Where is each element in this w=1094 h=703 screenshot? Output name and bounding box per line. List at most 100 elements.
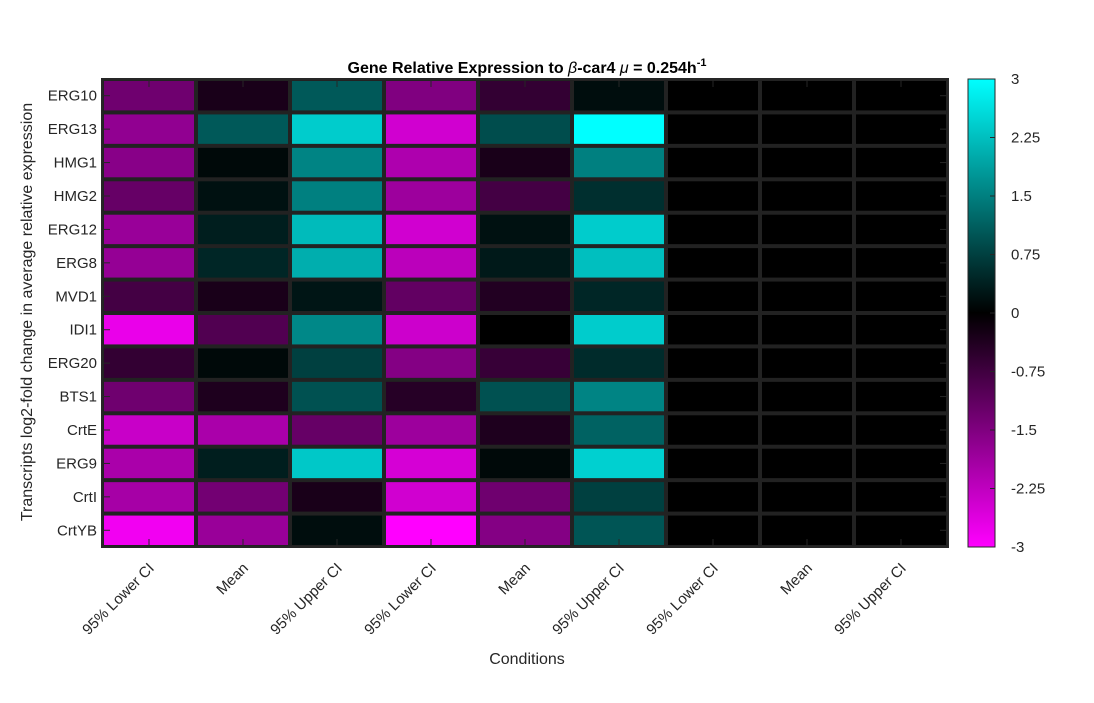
heatmap-cell xyxy=(292,248,382,278)
y-tick-label: ERG10 xyxy=(48,88,97,105)
heatmap-cell xyxy=(856,381,946,412)
heatmap-cell xyxy=(574,114,664,144)
colorbar-tick-label: 3 xyxy=(1011,71,1019,88)
heatmap-cell xyxy=(668,214,758,245)
colorbar-tick-label: -2.25 xyxy=(1011,481,1045,498)
colorbar-tick-label: -1.5 xyxy=(1011,422,1037,439)
heatmap-cell xyxy=(292,482,382,512)
y-tick-label: IDI1 xyxy=(69,322,97,339)
x-tick-label: Mean xyxy=(213,560,252,599)
heatmap-cell xyxy=(480,448,570,479)
heatmap-cell xyxy=(386,482,476,512)
heatmap-cell xyxy=(574,482,664,512)
heatmap-cell xyxy=(480,315,570,345)
heatmap-cell xyxy=(104,248,194,278)
heatmap-cell xyxy=(574,181,664,211)
heatmap-cell xyxy=(104,214,194,245)
heatmap-cell xyxy=(198,315,288,345)
x-tick-label: 95% Upper CI xyxy=(267,560,346,639)
heatmap-cell xyxy=(856,114,946,144)
heatmap-cell xyxy=(198,114,288,144)
y-tick-label: ERG13 xyxy=(48,121,97,138)
colorbar-tick-label: 0 xyxy=(1011,305,1019,322)
heatmap-cell xyxy=(386,114,476,144)
heatmap-cell xyxy=(104,381,194,412)
y-tick-label: HMG1 xyxy=(54,155,97,172)
y-tick-label: CrtE xyxy=(67,422,97,439)
heatmap-cell xyxy=(856,315,946,345)
heatmap-cell xyxy=(762,248,852,278)
y-tick-label: CrtI xyxy=(73,489,97,506)
plot-area xyxy=(101,78,949,548)
heatmap-cell xyxy=(856,348,946,378)
title-prefix: Gene Relative Expression to xyxy=(348,60,569,77)
heatmap-cell xyxy=(480,348,570,378)
heatmap-cell xyxy=(668,248,758,278)
heatmap-cell xyxy=(198,181,288,211)
heatmap-cell xyxy=(574,348,664,378)
heatmap-cell xyxy=(104,482,194,512)
colorbar-tick-label: -3 xyxy=(1011,539,1024,556)
heatmap-cell xyxy=(104,315,194,345)
heatmap-cell xyxy=(668,281,758,311)
y-tick-label: CrtYB xyxy=(57,522,97,539)
colorbar: 3 2.25 1.5 0.75 0 -0.75 -1.5 -2.25 -3 xyxy=(967,71,1045,556)
heatmap-cell xyxy=(480,214,570,245)
heatmap-cell xyxy=(762,482,852,512)
colorbar-ticks: 3 2.25 1.5 0.75 0 -0.75 -1.5 -2.25 -3 xyxy=(990,71,1045,556)
heatmap-cell xyxy=(762,415,852,445)
heatmap-cell xyxy=(386,214,476,245)
title-mid: -car4 xyxy=(577,60,620,77)
heatmap-cell xyxy=(668,348,758,378)
y-tick-label: ERG8 xyxy=(56,255,97,272)
heatmap-cell xyxy=(574,147,664,178)
heatmap-cell xyxy=(574,381,664,412)
colorbar-tick-label: 0.75 xyxy=(1011,247,1040,264)
title-exponent: -1 xyxy=(697,57,707,69)
y-tick-label: MVD1 xyxy=(55,288,97,305)
heatmap-cell xyxy=(386,381,476,412)
heatmap-cell xyxy=(668,114,758,144)
heatmap-cell xyxy=(574,448,664,479)
heatmap-cell xyxy=(104,448,194,479)
heatmap-cell xyxy=(386,281,476,311)
heatmap-cell xyxy=(292,381,382,412)
heatmap-cell xyxy=(668,147,758,178)
x-tick-label: Mean xyxy=(495,560,534,599)
heatmap-cell xyxy=(198,482,288,512)
heatmap-cell xyxy=(574,214,664,245)
heatmap-cell xyxy=(198,381,288,412)
x-axis-label: Conditions xyxy=(489,651,565,668)
heatmap-cell xyxy=(104,281,194,311)
y-tick-label: ERG20 xyxy=(48,355,97,372)
heatmap-cell xyxy=(292,214,382,245)
heatmap-cell xyxy=(856,482,946,512)
heatmap-cell xyxy=(386,315,476,345)
heatmap-cell xyxy=(292,114,382,144)
x-tick-label: 95% Lower CI xyxy=(643,560,722,639)
heatmap-cell xyxy=(480,147,570,178)
y-tick-label: HMG2 xyxy=(54,188,97,205)
y-tick-label: ERG9 xyxy=(56,455,97,472)
heatmap-cell xyxy=(762,147,852,178)
heatmap-cell xyxy=(198,147,288,178)
heatmap-cell xyxy=(292,181,382,211)
heatmap-cell xyxy=(856,147,946,178)
heatmap-cell xyxy=(856,248,946,278)
heatmap-cell xyxy=(386,181,476,211)
heatmap-cell xyxy=(104,114,194,144)
heatmap-cell xyxy=(762,181,852,211)
heatmap-cell xyxy=(762,214,852,245)
heatmap-cell xyxy=(104,415,194,445)
heatmap-cell xyxy=(104,181,194,211)
heatmap-cell xyxy=(856,181,946,211)
colorbar-tick-label: -0.75 xyxy=(1011,364,1045,381)
heatmap-cell xyxy=(480,114,570,144)
chart-title: Gene Relative Expression to β-car4 μ = 0… xyxy=(348,57,707,77)
heatmap-cell xyxy=(480,281,570,311)
heatmap-cell xyxy=(386,448,476,479)
heatmap-cell xyxy=(762,448,852,479)
y-axis-label: Transcripts log2-fold change in average … xyxy=(19,103,36,521)
heatmap-cell xyxy=(762,315,852,345)
